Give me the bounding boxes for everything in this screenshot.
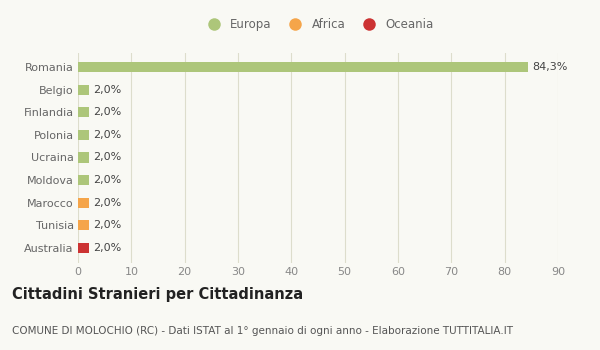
Text: 2,0%: 2,0% — [93, 85, 121, 95]
Bar — [78, 198, 89, 208]
Text: 2,0%: 2,0% — [93, 130, 121, 140]
Legend: Europa, Africa, Oceania: Europa, Africa, Oceania — [197, 14, 439, 36]
Bar — [78, 175, 89, 185]
Text: Cittadini Stranieri per Cittadinanza: Cittadini Stranieri per Cittadinanza — [12, 287, 303, 302]
Bar — [78, 130, 89, 140]
Text: 2,0%: 2,0% — [93, 153, 121, 162]
Text: 2,0%: 2,0% — [93, 243, 121, 253]
Bar — [78, 220, 89, 230]
Bar — [78, 85, 89, 95]
Bar — [78, 152, 89, 163]
Text: 2,0%: 2,0% — [93, 175, 121, 185]
Bar — [78, 62, 527, 72]
Bar — [78, 107, 89, 117]
Text: 84,3%: 84,3% — [532, 62, 567, 72]
Text: 2,0%: 2,0% — [93, 220, 121, 230]
Text: 2,0%: 2,0% — [93, 107, 121, 117]
Bar — [78, 243, 89, 253]
Text: COMUNE DI MOLOCHIO (RC) - Dati ISTAT al 1° gennaio di ogni anno - Elaborazione T: COMUNE DI MOLOCHIO (RC) - Dati ISTAT al … — [12, 326, 513, 336]
Text: 2,0%: 2,0% — [93, 198, 121, 208]
